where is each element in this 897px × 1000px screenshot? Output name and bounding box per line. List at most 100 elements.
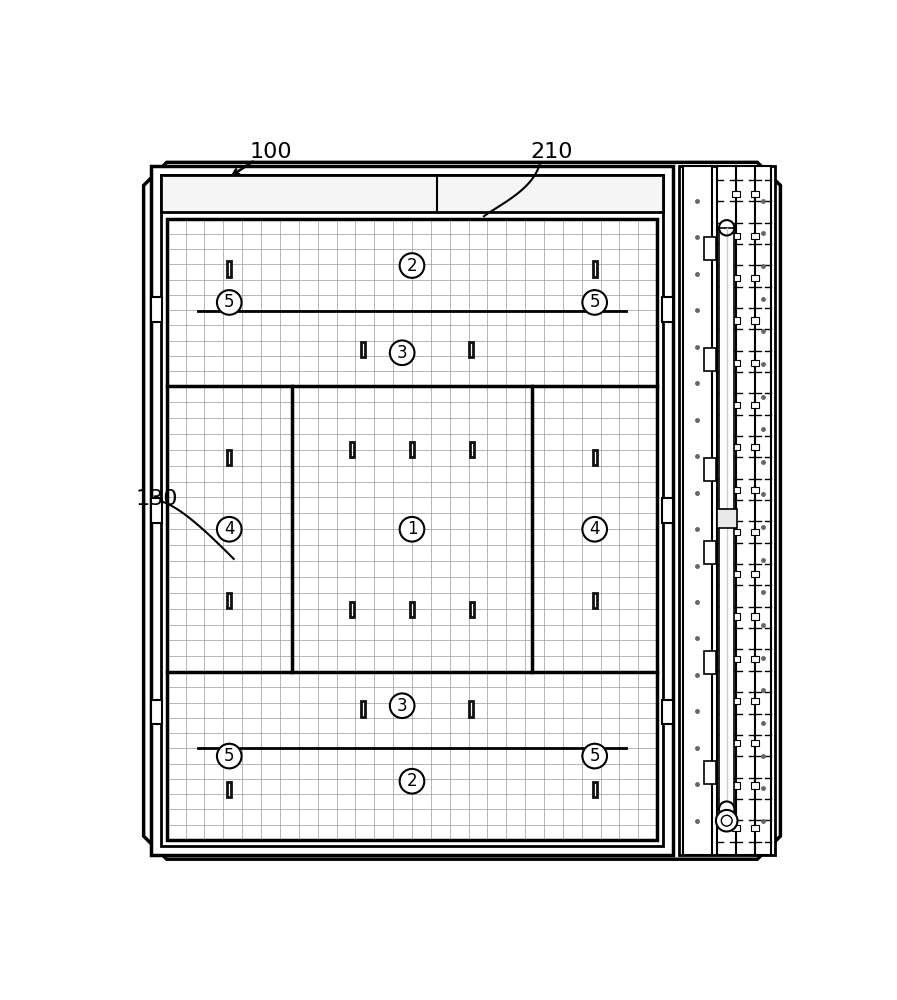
Bar [732,233,740,239]
Bar [683,166,712,855]
Bar [751,656,759,662]
Ellipse shape [719,220,735,235]
Bar [751,487,759,493]
Circle shape [217,290,241,315]
Bar [662,297,673,322]
Circle shape [582,517,607,542]
Text: 2: 2 [406,772,417,790]
Bar [732,402,740,408]
Bar [470,442,474,457]
Text: 5: 5 [224,747,234,765]
Bar [469,701,473,717]
Text: 2: 2 [406,257,417,275]
Bar [732,825,740,831]
Bar [732,529,740,535]
Bar [732,317,740,324]
Bar [662,700,673,724]
Bar [161,175,664,212]
Text: 5: 5 [589,747,600,765]
Bar [751,740,759,746]
Bar [470,602,474,617]
Bar [732,487,740,493]
Bar [751,191,759,197]
Bar [704,458,716,481]
Bar [704,348,716,371]
Bar [751,233,759,239]
Text: 5: 5 [589,293,600,311]
Bar [593,593,597,608]
Bar [152,297,162,322]
Circle shape [400,769,424,794]
Bar [361,342,365,357]
Bar [350,442,353,457]
Circle shape [400,517,424,542]
Text: 3: 3 [396,344,407,362]
Bar [227,593,231,608]
Bar [469,342,473,357]
Bar [662,498,673,523]
Bar [350,602,353,617]
Text: 130: 130 [136,489,179,509]
Bar [732,740,740,746]
Circle shape [217,744,241,768]
Bar [361,701,365,717]
Bar [704,651,716,674]
Bar [732,360,740,366]
Bar [732,656,740,662]
Polygon shape [144,162,780,859]
Bar [751,529,759,535]
Bar [410,442,414,457]
Bar [751,275,759,281]
Bar [732,782,740,789]
Bar [732,571,740,577]
Bar [732,191,740,197]
Bar [751,698,759,704]
Bar [751,317,759,324]
Bar [732,275,740,281]
Circle shape [390,340,414,365]
Bar [751,360,759,366]
Bar [679,166,775,855]
Bar [152,700,162,724]
Circle shape [582,290,607,315]
Bar [593,782,597,797]
Text: 4: 4 [224,520,234,538]
Bar [593,261,597,277]
Bar [717,509,736,528]
Bar [167,219,658,840]
Bar [751,444,759,450]
Bar [152,498,162,523]
Bar [718,166,771,855]
Text: 210: 210 [530,142,572,162]
Bar [751,402,759,408]
Circle shape [716,810,737,831]
Bar [719,228,735,809]
Bar [751,782,759,789]
Bar [751,571,759,577]
Bar [751,613,759,620]
Bar [227,261,231,277]
Circle shape [217,517,241,542]
Text: 4: 4 [589,520,600,538]
Bar [161,175,664,846]
Bar [410,602,414,617]
Bar [152,166,673,855]
Text: 1: 1 [406,520,417,538]
Ellipse shape [719,801,735,817]
Text: 3: 3 [396,697,407,715]
Bar [751,825,759,831]
Bar [704,237,716,260]
Text: 5: 5 [224,293,234,311]
Bar [227,782,231,797]
Bar [732,444,740,450]
Bar [704,761,716,784]
Circle shape [390,693,414,718]
Circle shape [582,744,607,768]
Bar [593,450,597,465]
Text: 100: 100 [249,142,292,162]
Bar [732,613,740,620]
Bar [704,541,716,564]
Bar [732,698,740,704]
Bar [227,450,231,465]
Circle shape [400,253,424,278]
